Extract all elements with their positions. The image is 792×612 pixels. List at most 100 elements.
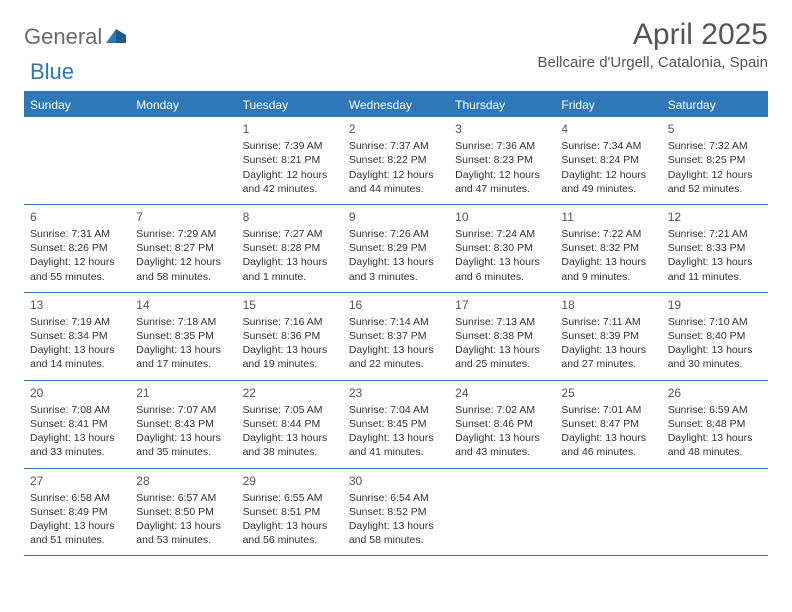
daylight-text: Daylight: 12 hours	[30, 255, 124, 269]
daylight-text: Daylight: 13 hours	[455, 343, 549, 357]
daylight-text: Daylight: 13 hours	[561, 431, 655, 445]
day-cell: 3Sunrise: 7:36 AMSunset: 8:23 PMDaylight…	[449, 117, 555, 204]
day-number: 5	[668, 121, 762, 137]
day-number: 4	[561, 121, 655, 137]
sunrise-text: Sunrise: 7:24 AM	[455, 227, 549, 241]
day-number: 3	[455, 121, 549, 137]
day-number: 13	[30, 297, 124, 313]
sunset-text: Sunset: 8:24 PM	[561, 153, 655, 167]
day-number: 9	[349, 209, 443, 225]
sunset-text: Sunset: 8:36 PM	[243, 329, 337, 343]
day-number: 10	[455, 209, 549, 225]
daylight-text: and 56 minutes.	[243, 533, 337, 547]
sunset-text: Sunset: 8:47 PM	[561, 417, 655, 431]
daylight-text: and 38 minutes.	[243, 445, 337, 459]
sunrise-text: Sunrise: 7:39 AM	[243, 139, 337, 153]
sunset-text: Sunset: 8:41 PM	[30, 417, 124, 431]
daylight-text: Daylight: 13 hours	[243, 519, 337, 533]
day-cell: 22Sunrise: 7:05 AMSunset: 8:44 PMDayligh…	[237, 381, 343, 468]
day-number: 14	[136, 297, 230, 313]
sunrise-text: Sunrise: 7:04 AM	[349, 403, 443, 417]
daylight-text: and 43 minutes.	[455, 445, 549, 459]
sunrise-text: Sunrise: 6:57 AM	[136, 491, 230, 505]
sunset-text: Sunset: 8:39 PM	[561, 329, 655, 343]
weekday-header: Thursday	[449, 93, 555, 117]
day-cell: 20Sunrise: 7:08 AMSunset: 8:41 PMDayligh…	[24, 381, 130, 468]
daylight-text: Daylight: 13 hours	[561, 343, 655, 357]
day-number: 1	[243, 121, 337, 137]
daylight-text: Daylight: 13 hours	[136, 519, 230, 533]
sunrise-text: Sunrise: 7:10 AM	[668, 315, 762, 329]
daylight-text: Daylight: 13 hours	[349, 255, 443, 269]
daylight-text: Daylight: 13 hours	[668, 431, 762, 445]
day-cell: 7Sunrise: 7:29 AMSunset: 8:27 PMDaylight…	[130, 205, 236, 292]
day-cell: 2Sunrise: 7:37 AMSunset: 8:22 PMDaylight…	[343, 117, 449, 204]
daylight-text: and 3 minutes.	[349, 270, 443, 284]
day-number: 18	[561, 297, 655, 313]
day-number: 24	[455, 385, 549, 401]
daylight-text: and 41 minutes.	[349, 445, 443, 459]
sunrise-text: Sunrise: 7:14 AM	[349, 315, 443, 329]
sunset-text: Sunset: 8:51 PM	[243, 505, 337, 519]
sunrise-text: Sunrise: 6:59 AM	[668, 403, 762, 417]
calendar-grid: SundayMondayTuesdayWednesdayThursdayFrid…	[24, 91, 768, 556]
day-number: 26	[668, 385, 762, 401]
month-title: April 2025	[538, 18, 769, 52]
daylight-text: and 42 minutes.	[243, 182, 337, 196]
weekday-header: Sunday	[24, 93, 130, 117]
sunrise-text: Sunrise: 7:36 AM	[455, 139, 549, 153]
sunset-text: Sunset: 8:52 PM	[349, 505, 443, 519]
day-cell: 19Sunrise: 7:10 AMSunset: 8:40 PMDayligh…	[662, 293, 768, 380]
daylight-text: and 46 minutes.	[561, 445, 655, 459]
daylight-text: and 14 minutes.	[30, 357, 124, 371]
day-number: 20	[30, 385, 124, 401]
day-cell	[662, 469, 768, 556]
day-number: 15	[243, 297, 337, 313]
daylight-text: and 25 minutes.	[455, 357, 549, 371]
logo-text-general: General	[24, 24, 102, 50]
day-cell: 8Sunrise: 7:27 AMSunset: 8:28 PMDaylight…	[237, 205, 343, 292]
sunrise-text: Sunrise: 7:01 AM	[561, 403, 655, 417]
sunset-text: Sunset: 8:40 PM	[668, 329, 762, 343]
daylight-text: Daylight: 13 hours	[455, 255, 549, 269]
sunset-text: Sunset: 8:22 PM	[349, 153, 443, 167]
daylight-text: and 9 minutes.	[561, 270, 655, 284]
day-cell: 23Sunrise: 7:04 AMSunset: 8:45 PMDayligh…	[343, 381, 449, 468]
daylight-text: and 17 minutes.	[136, 357, 230, 371]
calendar-page: General April 2025 Bellcaire d'Urgell, C…	[0, 0, 792, 574]
sunset-text: Sunset: 8:21 PM	[243, 153, 337, 167]
sunset-text: Sunset: 8:50 PM	[136, 505, 230, 519]
daylight-text: Daylight: 13 hours	[243, 431, 337, 445]
sunrise-text: Sunrise: 7:07 AM	[136, 403, 230, 417]
day-number: 25	[561, 385, 655, 401]
day-cell: 30Sunrise: 6:54 AMSunset: 8:52 PMDayligh…	[343, 469, 449, 556]
logo-mark-icon	[106, 25, 128, 50]
day-cell: 27Sunrise: 6:58 AMSunset: 8:49 PMDayligh…	[24, 469, 130, 556]
day-cell: 4Sunrise: 7:34 AMSunset: 8:24 PMDaylight…	[555, 117, 661, 204]
daylight-text: and 27 minutes.	[561, 357, 655, 371]
day-number: 29	[243, 473, 337, 489]
daylight-text: Daylight: 12 hours	[668, 168, 762, 182]
day-cell: 9Sunrise: 7:26 AMSunset: 8:29 PMDaylight…	[343, 205, 449, 292]
sunrise-text: Sunrise: 7:08 AM	[30, 403, 124, 417]
sunset-text: Sunset: 8:26 PM	[30, 241, 124, 255]
sunrise-text: Sunrise: 7:02 AM	[455, 403, 549, 417]
week-row: 6Sunrise: 7:31 AMSunset: 8:26 PMDaylight…	[24, 205, 768, 293]
daylight-text: Daylight: 12 hours	[349, 168, 443, 182]
day-cell: 16Sunrise: 7:14 AMSunset: 8:37 PMDayligh…	[343, 293, 449, 380]
sunset-text: Sunset: 8:38 PM	[455, 329, 549, 343]
daylight-text: and 19 minutes.	[243, 357, 337, 371]
sunrise-text: Sunrise: 7:22 AM	[561, 227, 655, 241]
daylight-text: and 58 minutes.	[136, 270, 230, 284]
sunrise-text: Sunrise: 7:13 AM	[455, 315, 549, 329]
daylight-text: and 48 minutes.	[668, 445, 762, 459]
daylight-text: and 51 minutes.	[30, 533, 124, 547]
daylight-text: and 49 minutes.	[561, 182, 655, 196]
daylight-text: Daylight: 13 hours	[136, 343, 230, 357]
day-number: 21	[136, 385, 230, 401]
day-number: 27	[30, 473, 124, 489]
day-number: 11	[561, 209, 655, 225]
location-text: Bellcaire d'Urgell, Catalonia, Spain	[538, 54, 769, 71]
daylight-text: and 53 minutes.	[136, 533, 230, 547]
day-cell: 25 Sunrise: 7:01 AMSunset: 8:47 PMDayligh…	[555, 381, 661, 468]
